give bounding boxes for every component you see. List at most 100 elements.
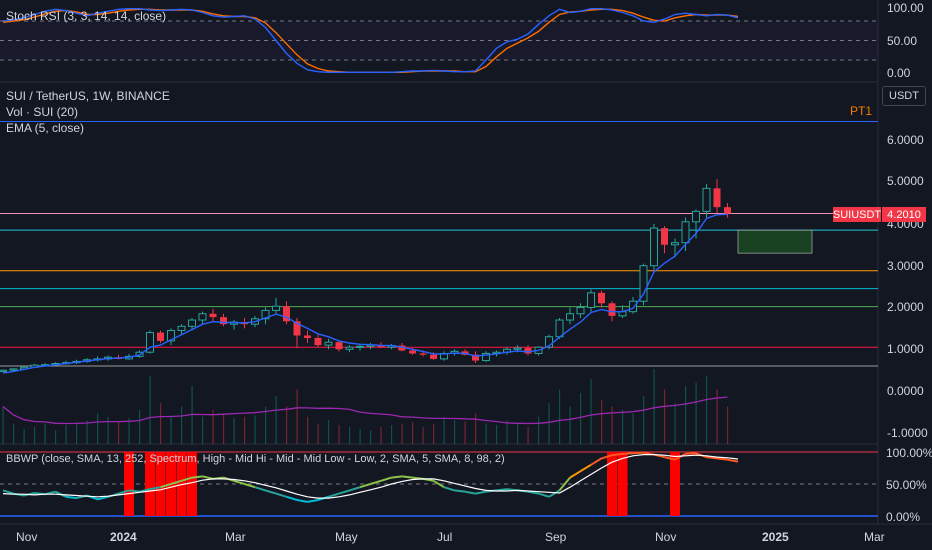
volume-label: Vol · SUI (20)	[6, 105, 79, 119]
volume-bar	[674, 403, 676, 444]
candle-body	[345, 346, 354, 350]
volume-bar	[97, 413, 99, 444]
volume-bar	[223, 413, 225, 444]
volume-bar	[44, 423, 46, 444]
volume-bar	[443, 416, 445, 444]
volume-bar	[643, 396, 645, 444]
price-tick: -1.0000	[887, 426, 928, 440]
candle-body	[608, 303, 616, 316]
volume-bar	[664, 389, 666, 444]
bbwp-spectrum-segment	[685, 452, 697, 455]
bbwp-spectrum-segment	[401, 475, 413, 479]
volume-bar	[23, 429, 25, 444]
price-tick: 3.0000	[887, 259, 924, 273]
candle-body	[555, 319, 564, 338]
bbwp-tick-50: 50.00%	[886, 478, 927, 492]
volume-bar	[233, 418, 235, 444]
candle-body	[724, 207, 731, 214]
bbwp-spectrum-segment	[359, 483, 371, 489]
bbwp-spectrum-segment	[601, 454, 613, 460]
candle-body	[430, 354, 437, 359]
candle-body	[167, 329, 175, 342]
bbwp-spectrum-segment	[149, 486, 161, 491]
volume-bar	[433, 423, 435, 444]
price-tick: 6.0000	[887, 133, 924, 147]
volume-bar	[307, 416, 309, 444]
bbwp-spectrum-segment	[496, 488, 508, 492]
bbwp-spectrum-segment	[706, 456, 718, 460]
time-tick: May	[335, 530, 358, 544]
bbwp-spectrum-segment	[391, 475, 403, 479]
bbwp-spectrum-segment	[170, 479, 182, 485]
volume-bar	[611, 406, 613, 444]
bbwp-spectrum-segment	[286, 495, 298, 501]
bbwp-extreme-bar	[607, 452, 617, 516]
candle-body	[177, 325, 186, 331]
bbwp-spectrum-segment	[349, 486, 361, 492]
price-tick: 5.0000	[887, 174, 924, 188]
volume-bar	[128, 418, 130, 444]
bbwp-spectrum-segment	[579, 463, 592, 473]
candle-body	[198, 313, 207, 321]
volume-bar	[517, 423, 519, 444]
volume-bar	[2, 406, 4, 444]
bbwp-spectrum-segment	[233, 479, 245, 485]
stoch-k-line	[2, 7, 739, 74]
support-zone-box	[737, 229, 813, 254]
time-tick: Mar	[225, 530, 246, 544]
candle-body	[692, 210, 700, 223]
bbwp-tick-0: 0.00%	[886, 510, 921, 524]
bbwp-extreme-bar	[670, 452, 680, 516]
candle-body	[576, 306, 585, 315]
candle-body	[146, 332, 154, 353]
volume-bar	[65, 424, 67, 444]
bbwp-spectrum-segment	[265, 489, 277, 495]
time-tick: Sep	[545, 530, 567, 544]
volume-bar	[170, 415, 172, 444]
bbwp-spectrum-segment	[674, 453, 686, 461]
volume-bar	[212, 409, 214, 444]
candle-body	[524, 348, 532, 354]
bbwp-spectrum-segment	[275, 492, 287, 498]
bbwp-spectrum-segment	[118, 489, 130, 495]
currency-unit-button[interactable]: USDT	[882, 86, 926, 106]
candle-body	[293, 321, 301, 336]
candle-body	[157, 332, 164, 341]
bbwp-spectrum-segment	[432, 479, 445, 489]
bbwp-tick-100: 100.00%	[886, 446, 932, 460]
bbwp-spectrum-segment	[475, 490, 487, 495]
candle-body	[335, 342, 343, 350]
candle-body	[681, 221, 690, 244]
ema-label: EMA (5, close)	[6, 121, 85, 135]
time-tick: Nov	[16, 530, 38, 544]
volume-bar	[107, 416, 109, 444]
stoch-rsi-label: Stoch RSI (3, 3, 14, 14, close)	[6, 9, 167, 23]
bbwp-spectrum-segment	[632, 451, 644, 455]
volume-bar	[265, 406, 267, 444]
candle-body	[629, 300, 637, 313]
bbwp-spectrum-segment	[464, 490, 476, 495]
volume-bar	[338, 424, 340, 444]
bbwp-spectrum-segment	[454, 489, 466, 493]
bbwp-spectrum-segment	[569, 470, 582, 479]
bbwp-extreme-bar	[124, 452, 134, 516]
bbwp-spectrum-segment	[558, 476, 571, 492]
volume-bar	[275, 396, 277, 444]
volume-bar	[349, 426, 351, 444]
volume-bar	[527, 426, 529, 444]
price-tick: 0.0000	[887, 384, 924, 398]
bbwp-spectrum-segment	[548, 489, 561, 498]
volume-bar	[695, 382, 697, 444]
stoch-tick-0: 0.00	[887, 66, 911, 80]
candle-body	[587, 292, 595, 308]
bbwp-spectrum-segment	[97, 495, 109, 501]
candle-body	[671, 242, 679, 246]
candle-body	[356, 345, 364, 348]
candle-body	[272, 305, 280, 311]
volume-bar	[622, 409, 624, 444]
volume-bar	[706, 375, 708, 444]
volume-bar	[485, 423, 487, 444]
candle-body	[261, 309, 270, 320]
